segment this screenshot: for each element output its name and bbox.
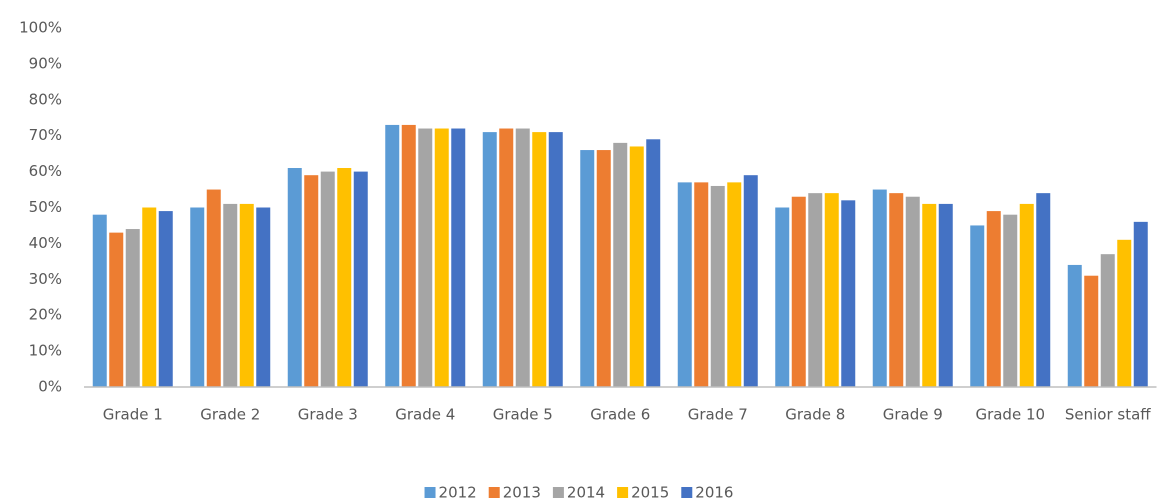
bar [206,189,221,387]
bar [109,232,124,387]
bar [791,196,806,387]
y-tick-label: 10% [29,342,62,360]
x-tick-label: Grade 10 [975,406,1045,424]
bar [337,168,352,387]
bar [548,132,563,387]
y-tick-label: 30% [29,270,62,288]
legend-swatch [681,487,693,498]
y-tick-label: 60% [29,162,62,180]
bar [92,214,107,387]
bar [125,229,140,387]
bar [743,175,758,387]
bar [434,128,449,387]
bar [905,196,920,387]
x-tick-label: Grade 2 [200,406,260,424]
bar [775,207,790,387]
bar [580,150,595,387]
bar [808,193,823,387]
bar [613,142,628,387]
legend-swatch [617,487,629,498]
bar [1133,221,1148,387]
bar [646,139,661,387]
y-tick-label: 0% [38,378,62,396]
bar [499,128,514,387]
legend-swatch [552,487,564,498]
bar [938,203,953,387]
x-tick-label: Grade 5 [493,406,553,424]
legend: 2012 2013 2014 2015 2016 [424,484,733,502]
bar [710,185,725,387]
y-tick-label: 100% [19,19,62,37]
bar [1003,214,1018,387]
bar [1100,254,1115,387]
bar [694,182,709,387]
bar [451,128,466,387]
bar [970,225,985,387]
legend-label: 2014 [567,484,605,502]
y-tick-label: 70% [29,126,62,144]
bar [596,150,611,387]
y-tick-label: 20% [29,306,62,324]
bar [532,132,547,387]
bar [986,211,1001,387]
bar [142,207,157,387]
bar [401,124,416,388]
legend-swatch [488,487,500,498]
bar [872,189,887,387]
legend-swatch [424,487,436,498]
x-tick-label: Grade 1 [103,406,163,424]
bar [239,203,254,387]
x-tick-label: Grade 3 [298,406,358,424]
bar [158,211,173,387]
legend-label: 2015 [631,484,669,502]
x-tick-label: Grade 8 [785,406,845,424]
bar [256,207,271,387]
bar [385,124,400,388]
bar [841,200,856,387]
bar [727,182,742,387]
bar [1084,275,1099,387]
bar [1067,264,1082,387]
bar [353,171,368,387]
bar [889,193,904,387]
bar [190,207,205,387]
legend-label: 2013 [503,484,541,502]
x-tick-label: Grade 4 [395,406,455,424]
legend-label: 2016 [695,484,733,502]
y-tick-label: 50% [29,198,62,216]
y-tick-label: 80% [29,90,62,108]
bar [824,193,839,387]
x-tick-label: Senior staff [1065,406,1151,424]
x-tick-label: Grade 6 [590,406,650,424]
bar [677,182,692,387]
bar [1019,203,1034,387]
bar [515,128,530,387]
bar [482,132,497,387]
bar [922,203,937,387]
bar [223,203,238,387]
bar [1036,193,1051,387]
legend-label: 2012 [439,484,477,502]
y-tick-label: 90% [29,54,62,72]
bar [287,168,302,387]
x-tick-label: Grade 7 [688,406,748,424]
bar [304,175,319,387]
bar [629,146,644,387]
bar [418,128,433,387]
x-tick-label: Grade 9 [883,406,943,424]
bar [320,171,335,387]
y-tick-label: 40% [29,234,62,252]
bar [1117,239,1132,387]
